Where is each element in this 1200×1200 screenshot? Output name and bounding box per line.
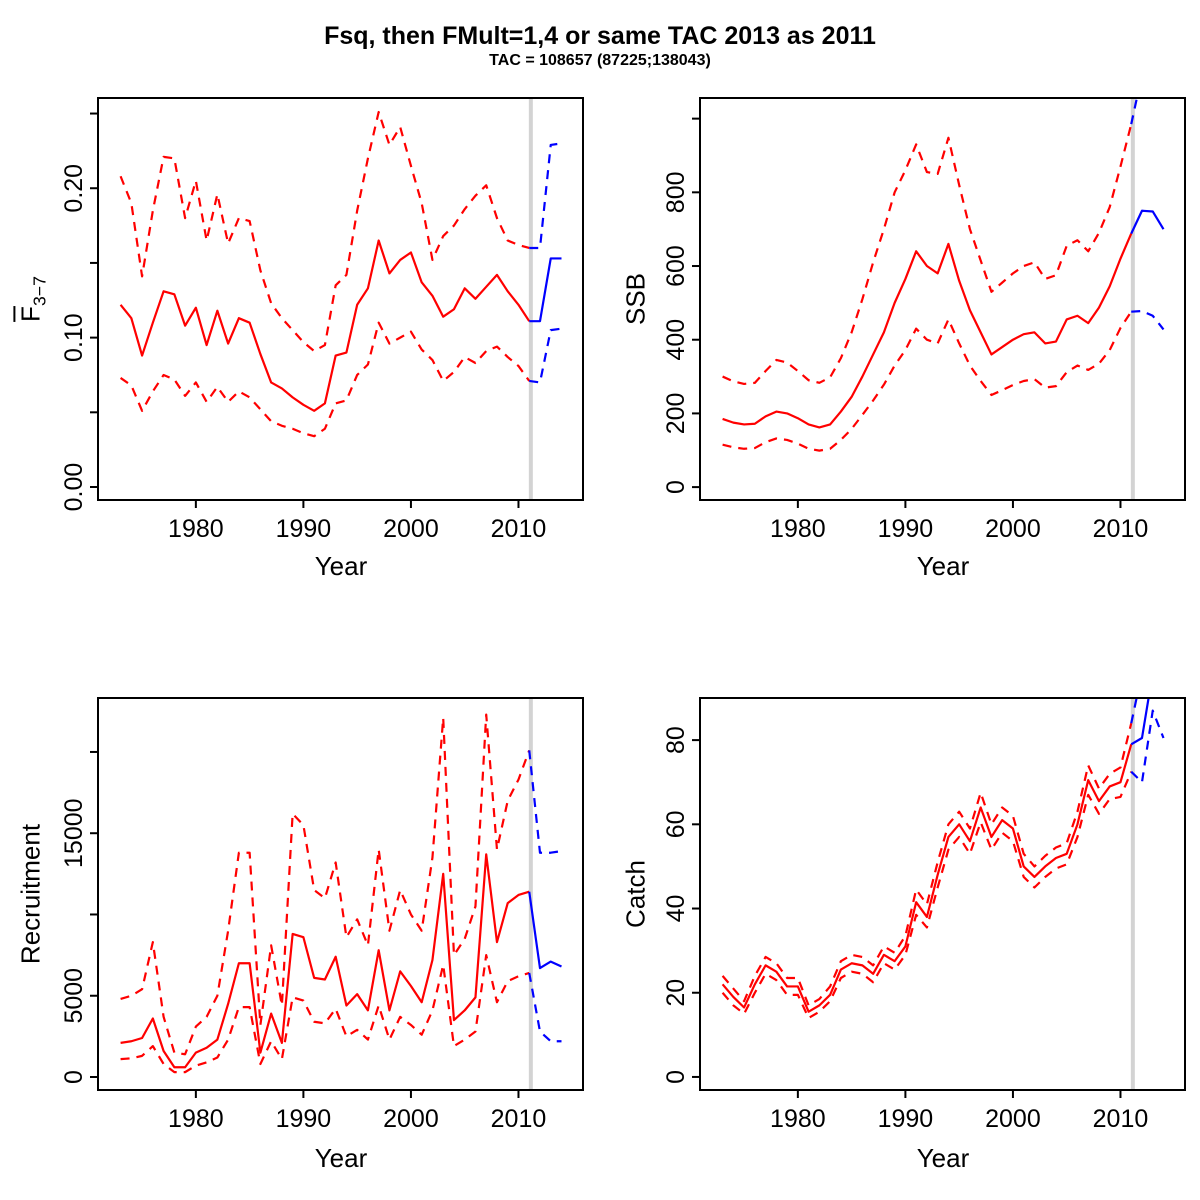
ssb-x-tick-label: 1980 (770, 515, 826, 543)
recruitment-y-axis-label: Recruitment (15, 823, 46, 965)
recruitment-y-tick-label: 0 (60, 1070, 88, 1084)
fbar-median-forecast-line (529, 257, 562, 323)
ssb-y-axis-label: SSB (620, 272, 651, 326)
fbar-symbol: F (15, 306, 46, 322)
ssb-y-tick-label: 0 (662, 480, 690, 494)
fbar-age-range: 3−7 (29, 276, 50, 307)
recruitment-median-line (120, 853, 530, 1069)
recruitment-median-forecast-line (528, 891, 562, 970)
recruitment-x-tick-label: 2010 (491, 1105, 547, 1133)
recruitment-x-axis-label: Year (314, 1143, 368, 1173)
ssb-y-tick-label: 400 (662, 319, 690, 361)
catch-lower-ci-line (721, 771, 1133, 1020)
catch-y-tick-label: 80 (662, 726, 690, 754)
catch-y-tick-label: 40 (662, 895, 690, 923)
catch-y-tick-label: 60 (662, 810, 690, 838)
fbar-y-tick-label: 0.00 (60, 463, 88, 512)
fbar-series-group (119, 110, 562, 438)
ssb-x-tick-label: 1990 (878, 515, 934, 543)
catch-median-forecast-line (1130, 698, 1150, 746)
fbar-lower-ci-forecast-line (529, 327, 562, 384)
ssb-y-tick-label: 200 (662, 393, 690, 435)
recruitment-series-group (120, 713, 562, 1074)
fbar-y-axis-label: F3−7 (15, 276, 50, 322)
ssb-series-group (722, 98, 1165, 452)
fbar-x-tick-label: 1980 (168, 515, 224, 543)
catch-x-tick-label: 1980 (770, 1105, 826, 1133)
catch-y-tick-label: 20 (662, 979, 690, 1007)
fbar-x-tick-label: 2000 (383, 515, 439, 543)
catch-lower-ci-forecast-line (1130, 709, 1165, 784)
ssb-upper-ci-line (722, 123, 1133, 386)
ssb-upper-ci-forecast-line (1130, 98, 1139, 125)
panel-recruitment: 1980 1990 2000 2010 0 5000 15000 (60, 697, 584, 1133)
recruitment-y-tick-label: 5000 (60, 968, 88, 1024)
recruitment-x-tick-label: 2000 (383, 1105, 439, 1133)
ssb-median-forecast-line (1130, 209, 1165, 235)
catch-plot-box (699, 697, 1186, 1091)
ssb-median-line (722, 233, 1133, 429)
fbar-median-line (119, 239, 531, 412)
fbar-x-axis-label: Year (314, 551, 368, 581)
fbar-lower-ci-line (119, 321, 531, 438)
figure-subtitle: TAC = 108657 (87225;138043) (489, 52, 711, 69)
recruitment-upper-ci-forecast-line (528, 750, 562, 854)
panel-ssb: 1980 1990 2000 2010 0 200 400 600 800 (662, 97, 1186, 543)
recruitment-x-tick-label: 1990 (276, 1105, 332, 1133)
catch-y-axis-label: Catch (620, 860, 651, 928)
recruitment-lower-ci-line (120, 954, 530, 1074)
ssb-lower-ci-forecast-line (1131, 309, 1165, 331)
recruitment-y-tick-label: 15000 (60, 798, 88, 868)
fbar-x-tick-label: 2010 (491, 515, 547, 543)
fbar-upper-ci-line (119, 110, 530, 353)
fbar-upper-ci-forecast-line (529, 142, 562, 250)
recruitment-lower-ci-forecast-line (528, 972, 562, 1043)
ssb-y-tick-label: 800 (662, 171, 690, 213)
ssb-plot-box (699, 97, 1186, 501)
figure-title: Fsq, then FMult=1,4 or same TAC 2013 as … (324, 22, 876, 50)
fbar-y-tick-label: 0.20 (60, 164, 88, 213)
ssb-lower-ci-line (722, 311, 1133, 452)
panel-fbar: 1980 1990 2000 2010 0.00 0.10 0.20 (60, 97, 584, 543)
fbar-plot-box (97, 97, 584, 501)
ssb-x-axis-label: Year (916, 551, 970, 581)
catch-x-tick-label: 1990 (878, 1105, 934, 1133)
catch-series-group (721, 698, 1165, 1020)
recruitment-plot-box (97, 697, 584, 1091)
panel-catch: 1980 1990 2000 2010 0 20 40 60 80 (662, 697, 1186, 1133)
ssb-x-tick-label: 2010 (1093, 515, 1149, 543)
recruitment-x-tick-label: 1980 (168, 1105, 224, 1133)
recruitment-upper-ci-line (120, 713, 531, 1056)
catch-x-tick-label: 2000 (985, 1105, 1041, 1133)
ssb-y-tick-label: 600 (662, 245, 690, 287)
fbar-x-tick-label: 1990 (276, 515, 332, 543)
catch-x-tick-label: 2010 (1093, 1105, 1149, 1133)
catch-x-axis-label: Year (916, 1143, 970, 1173)
catch-y-tick-label: 0 (662, 1070, 690, 1084)
fbar-y-tick-label: 0.10 (60, 313, 88, 362)
catch-upper-ci-line (721, 723, 1133, 1007)
ssb-x-tick-label: 2000 (985, 515, 1041, 543)
catch-median-line (721, 744, 1133, 1013)
